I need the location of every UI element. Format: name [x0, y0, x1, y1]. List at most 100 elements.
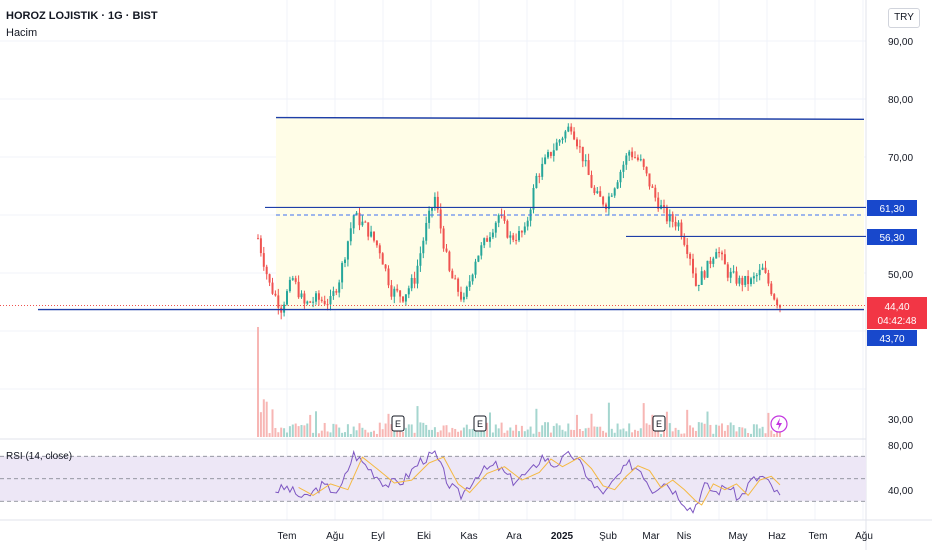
candle [494, 222, 497, 233]
volume-bar [700, 422, 703, 437]
currency-badge[interactable]: TRY [888, 8, 920, 28]
volume-bar [639, 428, 642, 437]
volume-bar [703, 423, 706, 437]
candle [668, 214, 671, 222]
volume-bar [726, 425, 729, 437]
volume-bar [578, 428, 581, 437]
volume-bar [468, 429, 471, 437]
volume-bar [631, 432, 634, 437]
candle [622, 164, 625, 172]
volume-bar [373, 430, 375, 437]
earnings-marker [473, 415, 487, 432]
volume-bar [526, 429, 529, 437]
volume-bar [494, 424, 497, 437]
candle [726, 264, 729, 278]
volume-bar [651, 414, 654, 437]
candle [718, 252, 721, 254]
level-badge-mid [867, 229, 917, 245]
volume-bar [567, 423, 570, 437]
candle [735, 271, 738, 284]
candle [584, 160, 587, 162]
symbol-title[interactable]: HOROZ LOJISTIK · 1G · BIST [6, 10, 158, 22]
candle [277, 295, 280, 308]
candle [315, 293, 317, 302]
candle [306, 301, 309, 304]
candle [428, 210, 431, 223]
volume-bar [689, 425, 692, 437]
volume-bar [402, 431, 404, 437]
candle [262, 253, 265, 267]
volume-bar [497, 428, 500, 437]
candle [723, 254, 726, 265]
volume-bar [277, 432, 280, 437]
volume-bar [634, 429, 636, 437]
candle [581, 146, 584, 162]
candle [425, 222, 428, 241]
volume-bar [770, 430, 773, 437]
candle [364, 221, 367, 223]
time-tick-label: Tem [278, 531, 297, 542]
volume-bar [686, 409, 689, 437]
candle [512, 235, 515, 240]
volume-bar [390, 424, 393, 437]
candle [642, 159, 645, 167]
volume-bar [764, 433, 767, 437]
candle [433, 196, 436, 209]
volume-bar [358, 423, 361, 437]
candle [486, 238, 489, 242]
candle [422, 240, 425, 254]
volume-bar [668, 423, 671, 437]
candle [700, 271, 703, 285]
volume-bar [332, 423, 335, 437]
volume-bar [558, 425, 561, 437]
time-tick-label: May [729, 531, 748, 542]
volume-bar [274, 427, 277, 437]
earnings-marker-label: E [395, 419, 401, 429]
time-tick-label: Tem [809, 531, 828, 542]
candle [555, 142, 558, 151]
candle [390, 285, 393, 297]
candle [613, 188, 616, 196]
volume-bar [326, 431, 329, 437]
candle [474, 261, 477, 275]
volume-bar [602, 430, 605, 437]
volume-bar [361, 427, 364, 437]
candle [764, 267, 767, 273]
volume-bar [433, 427, 436, 437]
volume-bar [529, 426, 532, 437]
volume-bar [576, 414, 578, 437]
price-tick-label: 50,00 [888, 270, 913, 281]
volume-bar [320, 430, 323, 437]
volume-bar [431, 429, 433, 437]
candle [404, 294, 407, 302]
volume-bar [596, 426, 599, 437]
volume-bar [271, 409, 274, 437]
candle [462, 296, 465, 300]
volume-bar [619, 429, 622, 437]
volume-bar [636, 430, 639, 437]
volume-bar [396, 427, 399, 437]
candle [738, 277, 741, 284]
candle [442, 228, 445, 249]
volume-bar [422, 422, 425, 437]
candle [590, 174, 593, 188]
volume-bar [660, 433, 663, 437]
volume-bar [607, 402, 610, 437]
candle [445, 248, 448, 252]
candle [703, 271, 706, 278]
candle [578, 146, 581, 148]
volume-bar [657, 426, 660, 437]
volume-bar [671, 431, 674, 437]
volume-bar [381, 429, 384, 437]
lightning-icon-glyph [776, 418, 782, 430]
candle [259, 238, 262, 254]
volume-label[interactable]: Hacim [6, 27, 38, 39]
volume-bar [773, 433, 776, 437]
volume-bar [610, 428, 613, 437]
countdown-label: 04:42:48 [878, 316, 917, 327]
volume-bar [680, 433, 683, 437]
volume-bar [413, 432, 416, 437]
candle [341, 263, 344, 283]
